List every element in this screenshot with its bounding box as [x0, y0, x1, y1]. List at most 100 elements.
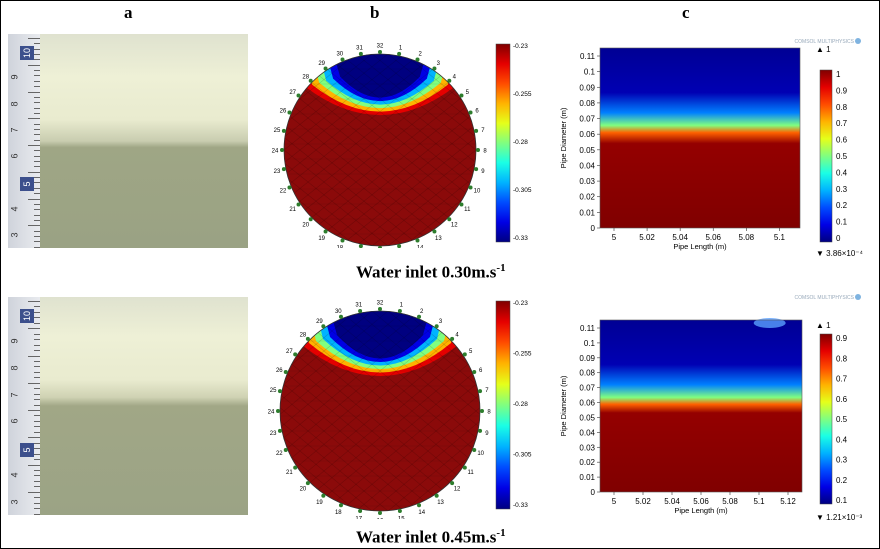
colorbar: [819, 69, 833, 243]
electrode-label: 2: [419, 51, 423, 57]
mesh-line: [284, 54, 476, 246]
mesh-line: [284, 54, 437, 246]
electrode-label: 26: [276, 368, 283, 374]
ruler-tick: [34, 123, 40, 125]
pipe-photo-1: 10 9 8 7 6 5 4 3: [8, 34, 248, 248]
electrode-label: 19: [318, 236, 325, 242]
ruler-tick: [34, 219, 40, 221]
mesh-line: [280, 311, 405, 511]
y-tick-label: 0.01: [579, 473, 595, 482]
y-tick-label: 0.09: [579, 83, 595, 92]
ruler-tick: [34, 513, 40, 515]
colorbar-tick: 0.5: [836, 152, 848, 161]
electrode-label: 25: [270, 388, 277, 394]
electrode: [277, 428, 282, 433]
ruler-number: 3: [9, 499, 20, 505]
electrode: [378, 50, 382, 54]
ruler-tick: [34, 360, 40, 362]
electrode: [474, 167, 479, 172]
y-tick-label: 0.03: [579, 177, 595, 186]
colorbar-tick: -0.28: [513, 401, 528, 408]
ruler-tick: [34, 235, 40, 237]
y-tick-label: 0.02: [579, 193, 595, 202]
electrode-label: 24: [272, 149, 279, 155]
mesh-line: [403, 311, 480, 511]
mesh-line: [403, 311, 480, 511]
tomogram-field: [284, 54, 476, 246]
mesh-line: [291, 54, 476, 246]
ruler-tick: [28, 301, 40, 302]
mesh-line: [371, 54, 476, 246]
electrode: [321, 324, 326, 329]
ruler-tick: [34, 486, 40, 488]
colorbar-tick: -0.305: [513, 187, 532, 194]
electrode: [450, 336, 455, 341]
ruler-tick: [34, 70, 40, 72]
ruler-tick: [34, 102, 40, 104]
electrode-label: 8: [487, 410, 491, 416]
y-tick-label: 0.05: [579, 146, 595, 155]
mesh-line: [323, 311, 480, 511]
mesh-line: [323, 311, 480, 511]
mesh-line: [403, 54, 476, 246]
bubble: [753, 318, 786, 328]
electrode: [378, 307, 382, 311]
mesh-line: [339, 311, 480, 511]
colorbar-tick: 0.7: [836, 375, 848, 384]
ruler-tick: [34, 59, 40, 61]
electrode-label: 1: [400, 303, 404, 309]
y-tick-label: 0.04: [579, 428, 595, 437]
mesh-line: [280, 311, 437, 511]
ruler-number: 9: [9, 338, 20, 344]
electrode: [276, 409, 280, 413]
electrode: [432, 66, 437, 71]
x-tick-label: 5: [612, 497, 617, 506]
electrode: [415, 238, 420, 243]
x-axis-label: Pipe Length (m): [673, 242, 727, 251]
max-label: ▲ 1: [816, 321, 831, 330]
mesh-line: [284, 54, 476, 246]
mesh-line: [307, 311, 480, 511]
mesh-line: [284, 54, 373, 246]
comsol-watermark: COMSOL MULTIPHYSICS: [795, 39, 855, 45]
comsol-simulation-1: 0 0.01 0.02 0.03 0.04 0.05 0.06 0.07 0.08 0.09 0.1…: [559, 38, 864, 258]
electrode: [459, 93, 464, 98]
y-tick-label: 0.11: [580, 52, 596, 61]
y-tick-label: 0.09: [579, 354, 595, 363]
ruler-tick: [28, 198, 40, 200]
electrode-label: 22: [280, 189, 287, 195]
electrode-label: 6: [479, 368, 483, 374]
mesh-line: [284, 54, 437, 246]
electrode-label: 23: [274, 169, 281, 175]
mesh-line: [387, 54, 476, 246]
ruler-tick: [28, 491, 40, 493]
mesh-line: [355, 54, 476, 246]
mesh-line: [284, 54, 476, 246]
ruler-tick: [34, 377, 40, 379]
electrode-label: 9: [481, 169, 485, 175]
mesh-line: [339, 311, 480, 511]
ruler-tick: [34, 469, 40, 471]
mesh-line: [280, 311, 437, 511]
mesh-line: [284, 54, 405, 246]
x-tick-label: 5.08: [739, 233, 755, 242]
electrode-label: 16: [377, 519, 384, 520]
ruler-tick: [34, 182, 40, 184]
colorbar-tick: 0.8: [836, 103, 848, 112]
ruler-tick: [34, 150, 40, 152]
x-tick-label: 5.12: [780, 497, 796, 506]
x-tick-label: 5: [612, 233, 617, 242]
electrode: [434, 324, 439, 329]
colorbar-tick: 0.9: [836, 86, 848, 95]
ruler-number: 8: [9, 101, 20, 107]
ruler-tick: [34, 393, 40, 395]
ruler-tick: [34, 480, 40, 482]
electrode-label: 32: [377, 301, 384, 307]
electrode-label: 7: [485, 388, 489, 394]
mesh-line: [280, 311, 469, 511]
ruler-tick: [34, 96, 40, 98]
ruler-tick: [34, 339, 40, 341]
colorbar-tick: 0: [836, 234, 841, 243]
y-tick-label: 0.07: [579, 384, 595, 393]
ruler-tick: [34, 344, 40, 346]
